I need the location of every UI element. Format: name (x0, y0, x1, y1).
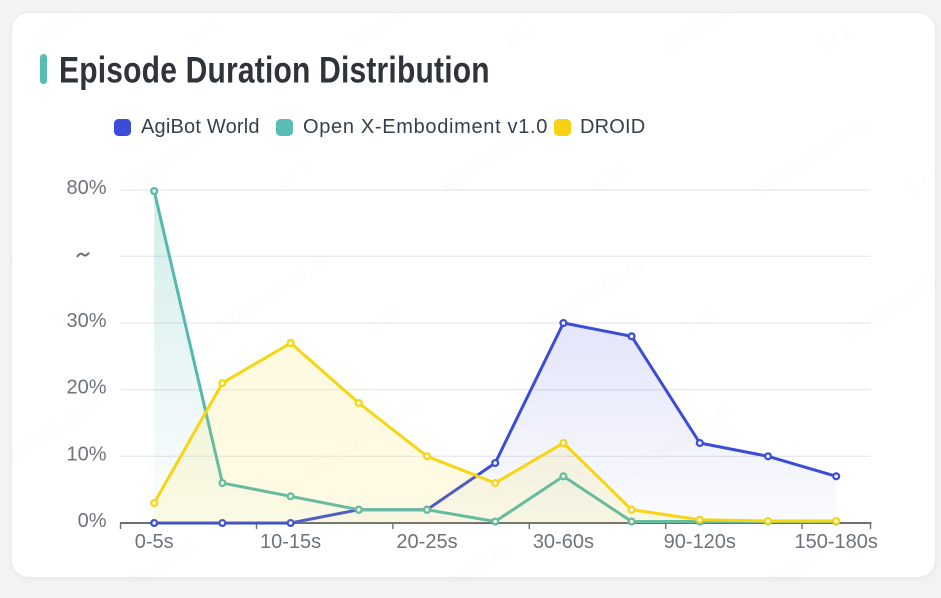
svg-text:90-120s: 90-120s (664, 531, 736, 553)
svg-text:150-180s: 150-180s (794, 531, 877, 553)
svg-text:10-15s: 10-15s (260, 531, 321, 553)
svg-text:0%: 0% (78, 510, 107, 532)
svg-text:10%: 10% (66, 443, 106, 465)
svg-text:20-25s: 20-25s (396, 531, 457, 553)
svg-text:30-60s: 30-60s (533, 531, 594, 553)
svg-text:30%: 30% (66, 310, 106, 332)
svg-text:20%: 20% (66, 377, 106, 399)
svg-text:0-5s: 0-5s (135, 531, 174, 553)
svg-text:80%: 80% (66, 177, 106, 199)
